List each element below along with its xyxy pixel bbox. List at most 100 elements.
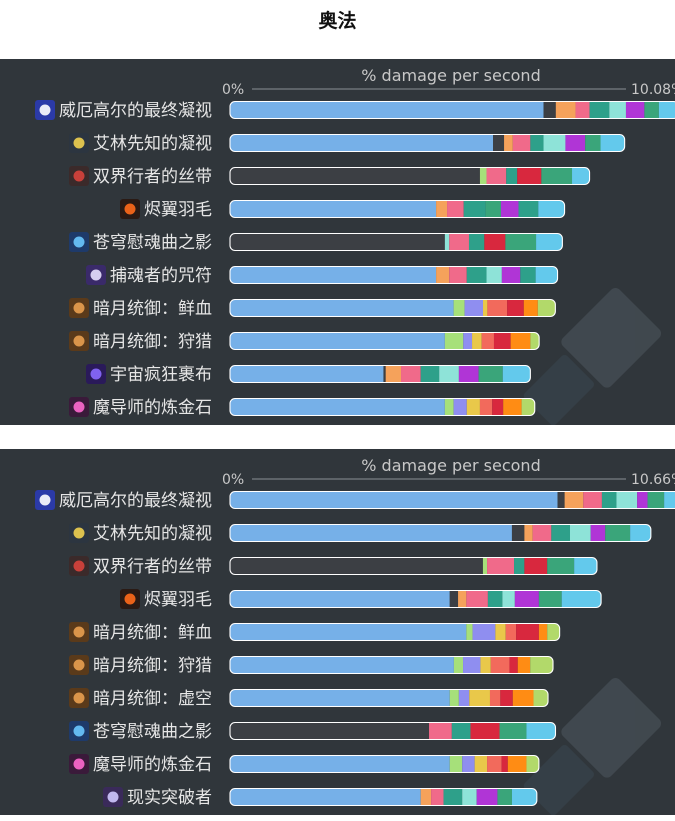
bar-segment: [230, 332, 445, 350]
bar-segment: [458, 689, 470, 707]
bar-outline: [229, 397, 536, 417]
bar-segment: [429, 722, 452, 740]
category-label: 暗月统御：狩猎: [93, 656, 212, 676]
bar-outline: [229, 199, 566, 219]
bar-segment: [487, 299, 508, 317]
bar-segment: [472, 332, 482, 350]
x-tick-label-min: 0%: [222, 472, 244, 488]
bar-segment: [570, 524, 591, 542]
bar-segment: [230, 200, 437, 218]
bar-segment: [487, 755, 502, 773]
ribbon-icon: [69, 556, 89, 576]
category-label: 魔导师的炼金石: [93, 755, 212, 775]
stacked-bar: [230, 755, 539, 773]
bar-segment: [504, 134, 513, 152]
bar-segment: [541, 167, 573, 185]
bar-segment: [466, 590, 488, 608]
bar-segment: [230, 365, 384, 383]
bar-segment: [572, 167, 590, 185]
bar-outline: [229, 688, 549, 708]
bar-segment: [509, 656, 518, 674]
bar-chart-svg: % damage per second 0% 10.08% 威厄高尔的最终凝视艾林先知…: [35, 66, 675, 425]
bar-segment: [436, 200, 448, 218]
bar-segment: [451, 722, 471, 740]
bar-segment: [543, 134, 566, 152]
category-label: 艾林先知的凝视: [93, 524, 212, 544]
bar-segment: [514, 590, 539, 608]
stacked-bar: [230, 689, 549, 707]
bar-segment: [230, 524, 512, 542]
bar-outline: [229, 721, 557, 741]
stone-icon: [69, 397, 89, 417]
category-label: 现实突破者: [127, 788, 212, 808]
bar-segment: [630, 524, 651, 542]
bar-segment: [474, 755, 488, 773]
ribbon-icon: [69, 166, 89, 186]
stacked-bar: [230, 365, 531, 383]
bar-segment: [600, 134, 625, 152]
bar-outline: [229, 556, 598, 576]
card-icon: [69, 688, 89, 708]
bar-segment: [523, 299, 538, 317]
category-label: 魔导师的炼金石: [93, 398, 212, 418]
bar-outline: [229, 490, 675, 510]
bar-segment: [449, 689, 459, 707]
category-label: 苍穹慰魂曲之影: [93, 233, 212, 253]
bar-segment: [230, 266, 437, 284]
category-label: 宇宙疯狂裹布: [110, 365, 212, 385]
bar-segment: [487, 590, 503, 608]
stacked-bar: [230, 134, 625, 152]
bar-segment: [230, 398, 445, 416]
bar-segment: [230, 755, 450, 773]
bar-outline: [229, 265, 559, 285]
bar-segment: [516, 623, 539, 641]
bar-segment: [521, 398, 535, 416]
bar-segment: [557, 491, 565, 509]
bar-segment: [565, 134, 586, 152]
bar-segment: [500, 200, 519, 218]
bar-segment: [230, 233, 445, 251]
bar-outline: [229, 754, 540, 774]
bar-segment: [383, 365, 386, 383]
bar-outline: [229, 100, 675, 120]
bar-segment: [449, 755, 463, 773]
bar-segment: [495, 623, 506, 641]
bar-segment: [230, 788, 421, 806]
stacked-bar: [230, 101, 675, 119]
bar-segment: [420, 365, 440, 383]
bar-segment: [462, 755, 475, 773]
bar-segment: [479, 167, 487, 185]
x-axis-title: % damage per second: [361, 456, 540, 475]
stacked-bar: [230, 233, 563, 251]
bar-segment: [637, 491, 648, 509]
bar-segment: [555, 101, 576, 119]
category-label: 苍穹慰魂曲之影: [93, 722, 212, 742]
bar-segment: [230, 722, 430, 740]
category-label: 双界行者的丝带: [93, 557, 212, 577]
category-label: 威厄高尔的最终凝视: [59, 101, 212, 121]
page-title: 奥法: [318, 10, 357, 32]
bar-segment: [480, 656, 491, 674]
bar-segment: [517, 167, 542, 185]
bar-segment: [547, 623, 560, 641]
bar-outline: [229, 787, 538, 807]
bar-segment: [514, 557, 525, 575]
feather-icon: [120, 589, 140, 609]
stacked-bar: [230, 557, 597, 575]
bar-segment: [538, 590, 562, 608]
bar-segment: [230, 557, 483, 575]
card-icon: [69, 298, 89, 318]
eye-icon: [35, 100, 55, 120]
bar-segment: [487, 557, 515, 575]
bar-outline: [229, 133, 626, 153]
bar-segment: [230, 101, 544, 119]
category-label: 暗月统御：鲜血: [93, 623, 212, 643]
bar-segment: [401, 365, 421, 383]
bar-segment: [449, 590, 459, 608]
bar-segment: [524, 557, 548, 575]
bar-segment: [512, 689, 534, 707]
stone-icon: [69, 754, 89, 774]
bar-segment: [385, 365, 402, 383]
stacked-bar: [230, 722, 556, 740]
bar-outline: [229, 523, 652, 543]
